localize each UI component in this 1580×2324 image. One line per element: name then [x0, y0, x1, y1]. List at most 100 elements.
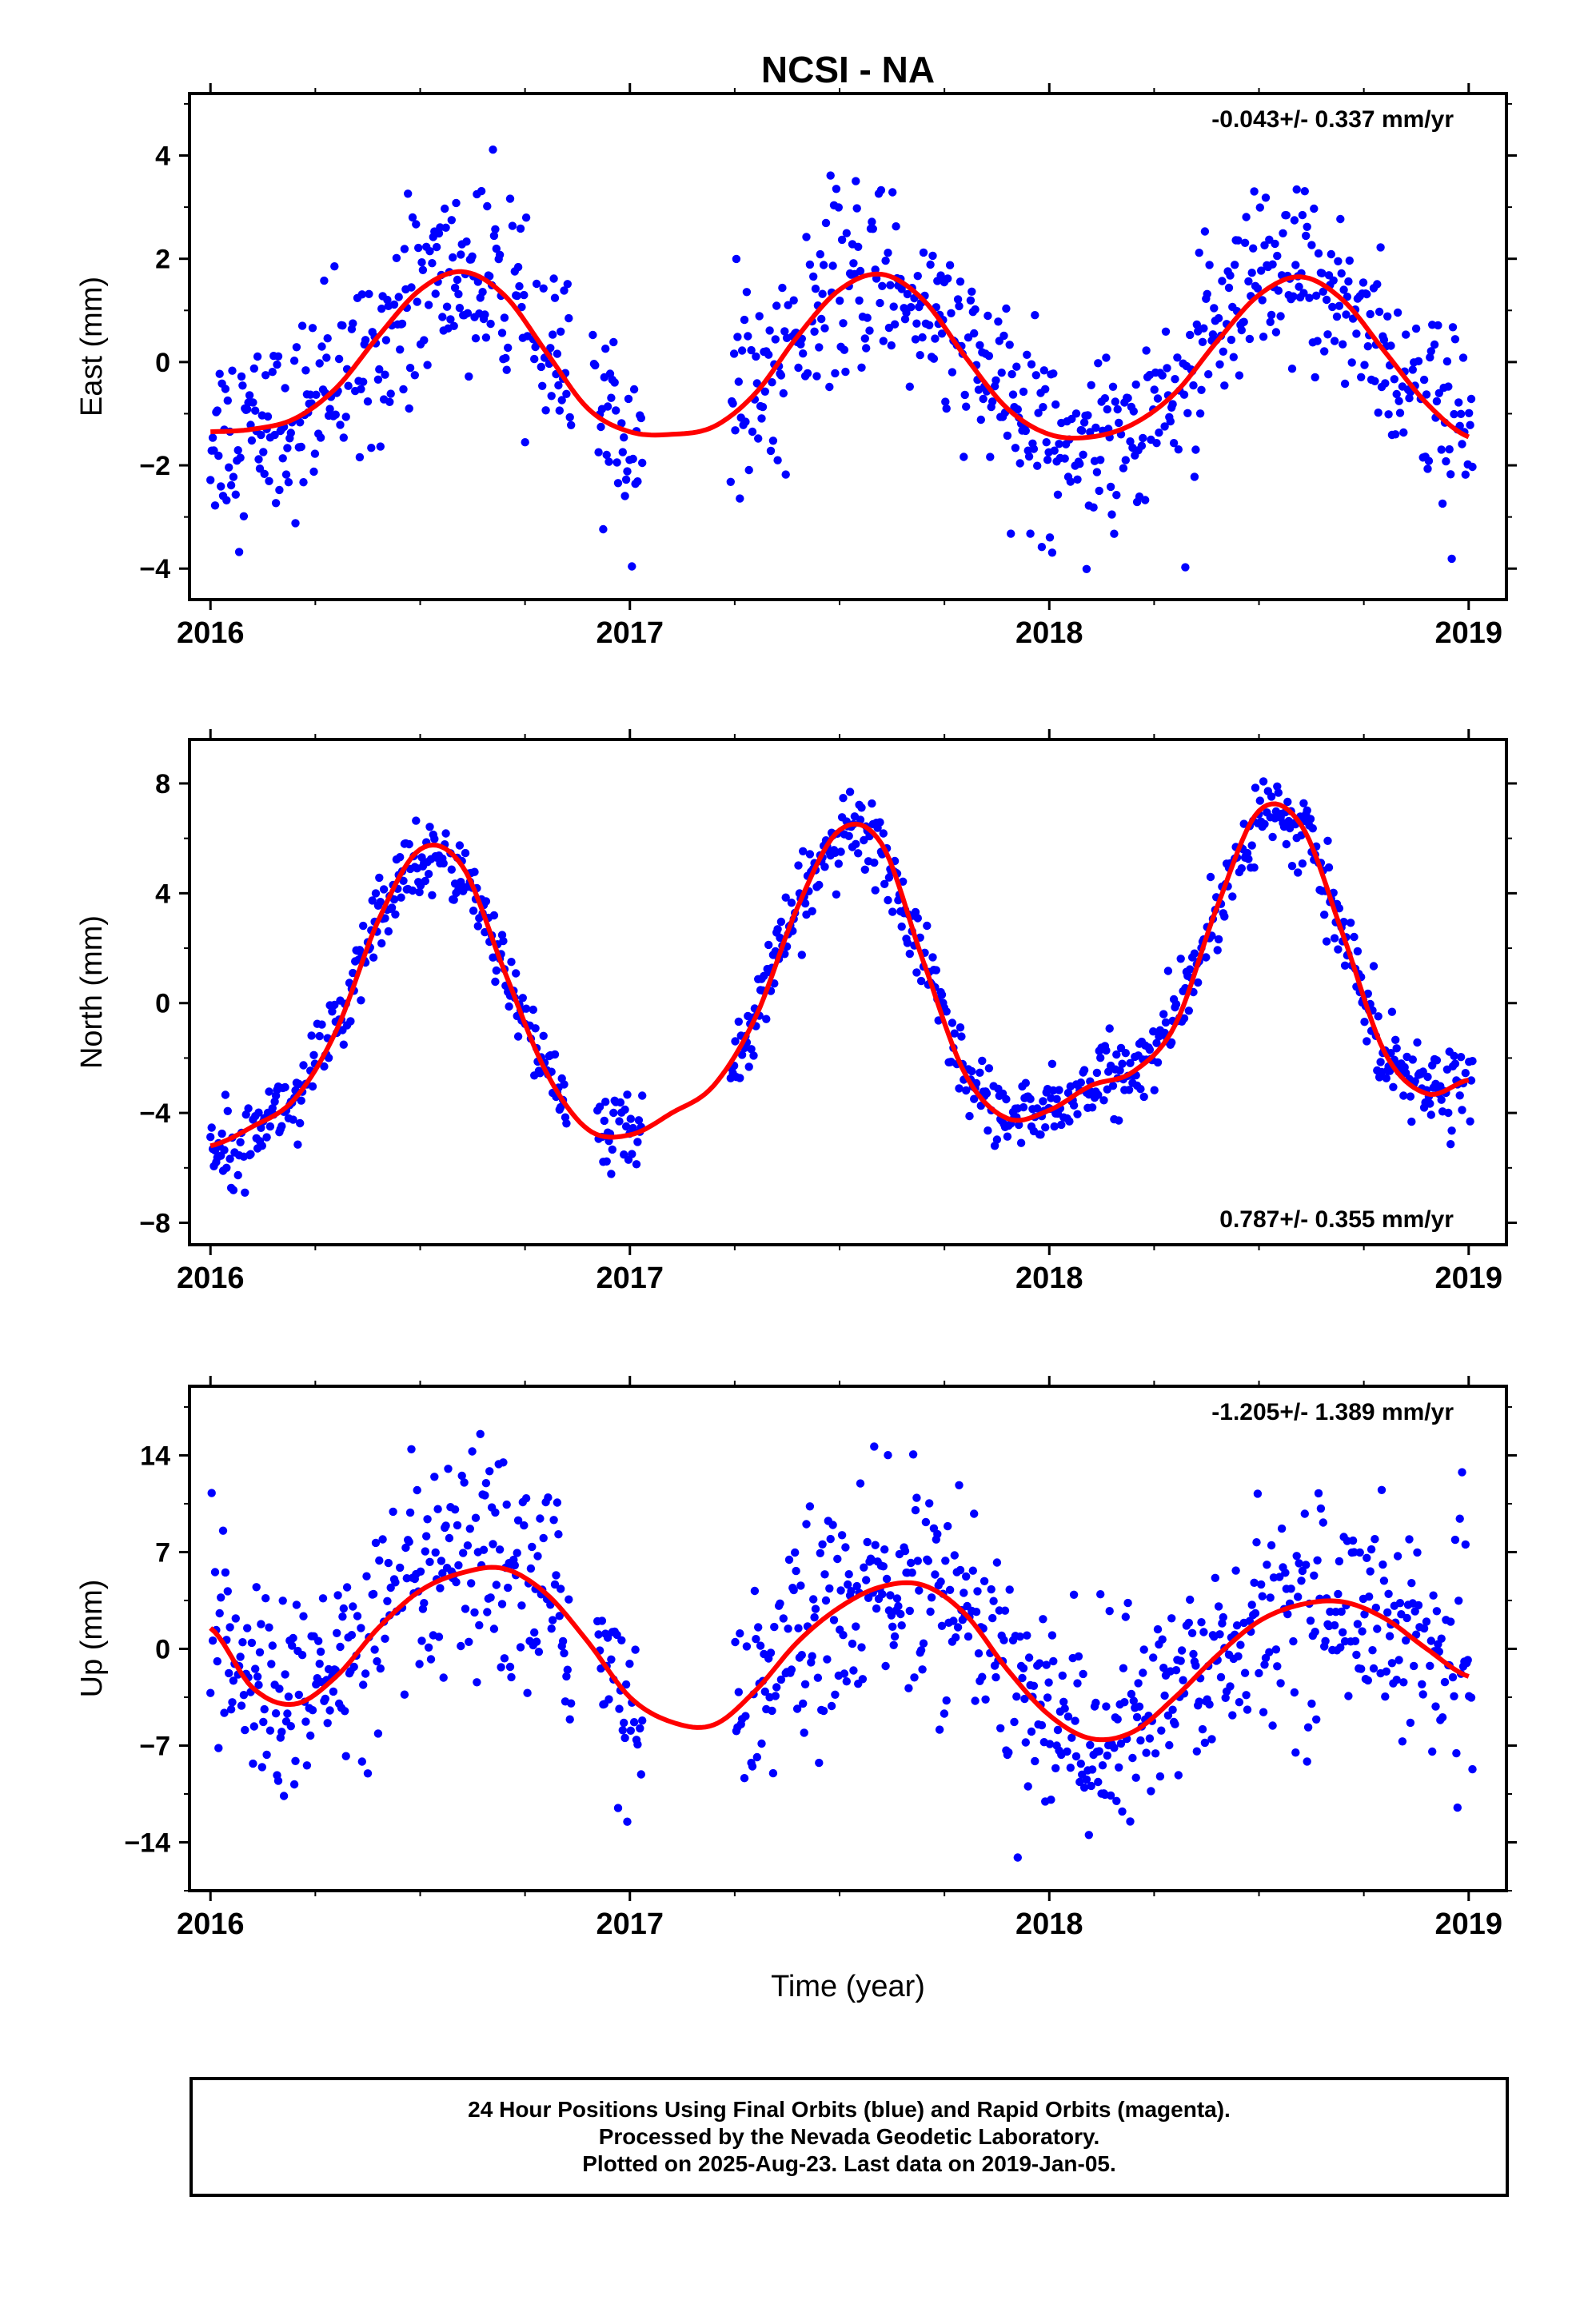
data-point [1385, 1632, 1394, 1640]
data-point [1171, 1000, 1181, 1009]
data-point [609, 1108, 618, 1118]
data-point [1035, 1659, 1044, 1668]
data-point [486, 319, 495, 329]
data-point [1159, 1010, 1168, 1018]
data-point [1105, 1024, 1114, 1033]
data-point [1082, 564, 1091, 573]
data-point [1021, 426, 1031, 436]
data-point [821, 1596, 831, 1605]
data-point [1041, 1123, 1050, 1132]
data-point [631, 1645, 640, 1654]
data-point [349, 968, 357, 978]
data-point [1112, 491, 1121, 500]
data-point [1310, 204, 1319, 213]
data-point [1198, 337, 1207, 346]
data-point [1413, 1548, 1422, 1557]
data-point [301, 1717, 310, 1726]
data-point [1239, 317, 1248, 326]
data-point [1058, 1671, 1067, 1680]
data-point [1194, 978, 1203, 987]
data-point [1468, 1057, 1477, 1066]
data-point [413, 297, 421, 306]
data-point [1283, 797, 1292, 807]
data-point [1392, 389, 1401, 399]
data-point [1195, 1697, 1203, 1706]
data-point [811, 1604, 820, 1613]
data-point [1047, 1059, 1057, 1069]
data-point [872, 1604, 881, 1613]
data-point [1118, 1059, 1127, 1068]
data-point [450, 1505, 460, 1514]
data-point [207, 1489, 216, 1497]
data-point [299, 478, 308, 487]
data-point [620, 1733, 629, 1743]
data-point [229, 472, 238, 481]
data-point [223, 396, 232, 405]
data-point [615, 1117, 624, 1126]
data-point [504, 1583, 513, 1593]
data-point [417, 258, 426, 267]
data-point [492, 244, 501, 253]
y-tick-label: −4 [139, 554, 170, 584]
data-point [921, 1517, 931, 1527]
data-point [603, 1633, 612, 1642]
data-point [1052, 1094, 1061, 1104]
data-point [736, 494, 744, 503]
data-point [261, 1594, 270, 1603]
data-point [594, 448, 603, 456]
data-point [1139, 1668, 1147, 1677]
data-point [446, 315, 455, 324]
data-point [297, 321, 307, 330]
data-point [749, 1051, 758, 1060]
data-point [1314, 1489, 1323, 1498]
data-point [987, 1585, 995, 1594]
data-point [410, 371, 419, 380]
data-point [1334, 257, 1343, 265]
data-point [463, 309, 473, 317]
scatter-points [206, 777, 1477, 1198]
data-point [229, 1676, 238, 1685]
data-point [737, 1050, 747, 1059]
data-point [604, 1695, 613, 1704]
data-point [1422, 390, 1431, 399]
data-point [296, 1118, 305, 1128]
data-point [755, 312, 764, 321]
data-point [918, 333, 927, 342]
data-point [1063, 1712, 1073, 1721]
data-point [381, 370, 389, 379]
data-point [832, 890, 841, 899]
data-point [1155, 429, 1163, 437]
data-point [518, 994, 527, 1003]
data-point [1450, 1535, 1460, 1545]
data-point [1019, 1102, 1028, 1112]
data-point [1013, 405, 1023, 414]
data-point [1291, 261, 1300, 269]
data-point [731, 1037, 740, 1046]
data-point [1108, 1082, 1118, 1090]
data-point [341, 1707, 349, 1716]
data-point [320, 1062, 329, 1071]
data-point [206, 1688, 215, 1697]
data-point [442, 302, 452, 311]
data-point [426, 1655, 436, 1664]
data-point [773, 925, 782, 934]
data-point [764, 940, 773, 950]
data-point [1363, 289, 1371, 299]
data-point [271, 1709, 281, 1718]
data-point [1019, 387, 1028, 397]
data-point [634, 1116, 644, 1125]
data-point [1276, 312, 1285, 321]
data-point [271, 499, 281, 508]
data-point [1237, 325, 1247, 335]
data-point [1240, 238, 1250, 247]
data-point [325, 405, 334, 413]
data-point [807, 1658, 816, 1667]
data-point [628, 562, 636, 571]
data-point [1174, 1771, 1183, 1780]
data-point [971, 1696, 980, 1705]
data-point [1312, 1715, 1321, 1724]
data-point [1437, 1634, 1446, 1643]
data-point [538, 381, 547, 390]
data-point [206, 1133, 215, 1142]
data-point [430, 1473, 439, 1481]
